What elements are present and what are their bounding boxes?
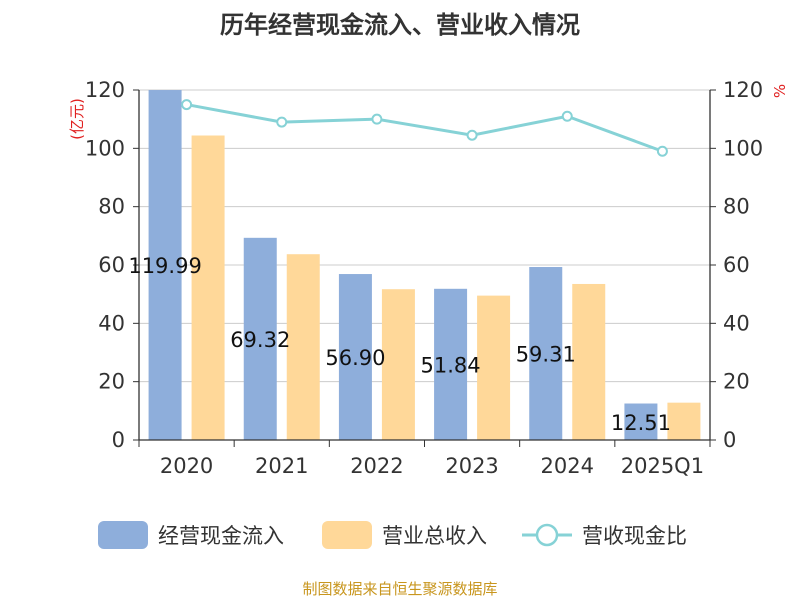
bar-revenue: [286, 254, 320, 440]
line-point: [561, 110, 573, 122]
bar-revenue: [191, 135, 225, 440]
bar-revenue: [572, 283, 606, 440]
bar-revenue: [667, 402, 701, 440]
chart-title: 历年经营现金流入、营业收入情况: [220, 11, 580, 39]
y-right-tick-label: 80: [723, 195, 750, 219]
line-ratio: [186, 103, 663, 153]
y-left-tick-label: 20: [98, 370, 125, 394]
data-labels: 119.99 69.32 56.90 51.84 59.31 12.51: [128, 254, 671, 435]
legend: 经营现金流入 营业总收入 营收现金比: [98, 521, 687, 549]
y-left-tick-label: 120: [85, 78, 125, 102]
legend-label: 经营现金流入: [158, 524, 284, 548]
line-point: [181, 99, 193, 111]
y-right-tick-label: 60: [723, 253, 750, 277]
legend-label: 营收现金比: [582, 524, 687, 548]
y-left-tick-label: 60: [98, 253, 125, 277]
legend-marker-ratio: [535, 523, 559, 547]
data-label: 51.84: [421, 353, 481, 377]
data-label: 12.51: [611, 411, 671, 435]
line-point: [371, 113, 383, 125]
x-tick-label: 2022: [350, 454, 403, 478]
y-left-unit: (亿元): [68, 98, 86, 140]
bar-cash-inflow: [243, 237, 277, 440]
x-tick-label: 2025Q1: [621, 454, 704, 478]
legend-swatch-revenue: [322, 521, 372, 549]
y-right-unit: %: [771, 84, 789, 98]
bar-cash-inflow: [338, 274, 372, 440]
bar-cash-inflow: [624, 403, 658, 440]
y-left-tick-label: 40: [98, 311, 125, 335]
x-tick-label: 2021: [255, 454, 308, 478]
legend-label: 营业总收入: [382, 524, 487, 548]
data-label: 69.32: [230, 328, 290, 352]
y-left-tick-label: 80: [98, 195, 125, 219]
y-right-tick-label: 100: [723, 136, 763, 160]
data-label: 119.99: [128, 254, 201, 278]
y-left-tick-label: 100: [85, 136, 125, 160]
grid-lines: [139, 89, 710, 383]
y-right-tick-label: 120: [723, 78, 763, 102]
y-right-tick-label: 0: [723, 428, 736, 452]
data-label: 59.31: [516, 343, 576, 367]
line-point: [276, 116, 288, 128]
x-tick-label: 2023: [445, 454, 498, 478]
bar-group: [148, 90, 701, 440]
y-left-tick-label: 0: [112, 428, 125, 452]
legend-swatch-cash-inflow: [98, 521, 148, 549]
y-right-tick-label: 40: [723, 311, 750, 335]
line-group: [181, 99, 668, 157]
x-tick-label: 2024: [541, 454, 594, 478]
axes: 0 20 40 60 80 100 120 0 20 40 60 80 100 120 2020 2021 20…: [85, 78, 763, 478]
bar-revenue: [477, 295, 511, 440]
y-right-tick-label: 20: [723, 370, 750, 394]
line-point: [466, 129, 478, 141]
source-note: 制图数据来自恒生聚源数据库: [302, 580, 497, 598]
bar-cash-inflow: [148, 90, 182, 440]
bar-revenue: [381, 289, 415, 440]
x-tick-label: 2020: [160, 454, 213, 478]
bar-cash-inflow: [434, 288, 468, 440]
data-label: 56.90: [325, 346, 385, 370]
bar-cash-inflow: [529, 267, 563, 440]
line-point: [656, 145, 668, 157]
